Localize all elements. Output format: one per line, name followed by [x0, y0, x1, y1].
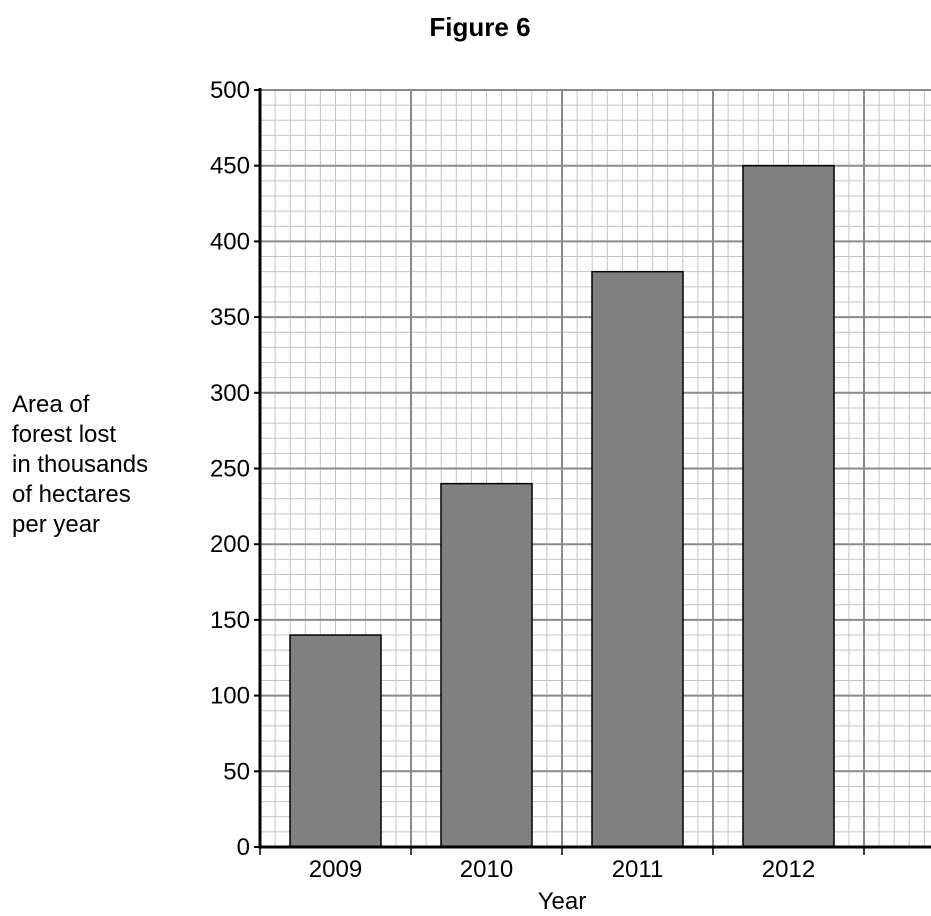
bar-2009	[289, 634, 382, 848]
chart-title: Figure 6	[429, 12, 530, 42]
y-tick-label: 250	[210, 456, 250, 483]
y-tick-label: 50	[223, 758, 250, 785]
y-tick-label: 400	[210, 228, 250, 255]
bar-2010	[440, 482, 533, 848]
y-tick-label: 100	[210, 683, 250, 710]
bars	[289, 164, 835, 848]
y-axis-title-line: Area of	[12, 391, 90, 418]
y-axis-title-line: in thousands	[12, 451, 148, 478]
x-axis-title: Year	[538, 888, 587, 915]
y-tick-label: 150	[210, 607, 250, 634]
x-tick-label: 2011	[612, 856, 664, 883]
bar-2012	[742, 164, 835, 848]
bar-2011	[591, 270, 684, 848]
x-tick-labels: 2009 2010 2011 2012	[259, 847, 865, 883]
y-tick-labels: 0 50 100 150 200 250 300 350 400 450 500	[210, 77, 260, 861]
y-tick-label: 200	[210, 531, 250, 558]
y-tick-label: 350	[210, 304, 250, 331]
y-tick-label: 500	[210, 77, 250, 104]
x-tick-label: 2010	[460, 856, 513, 883]
y-axis-title: Area of forest lost in thousands of hectare…	[12, 391, 148, 538]
y-axis-title-line: of hectares	[12, 481, 131, 508]
y-axis-title-line: per year	[12, 511, 100, 538]
x-tick-label: 2009	[309, 856, 362, 883]
y-axis-title-line: forest lost	[12, 421, 116, 448]
y-tick-label: 300	[210, 380, 250, 407]
y-tick-label: 450	[210, 153, 250, 180]
x-tick-label: 2012	[762, 856, 815, 883]
y-tick-label: 0	[237, 834, 250, 861]
